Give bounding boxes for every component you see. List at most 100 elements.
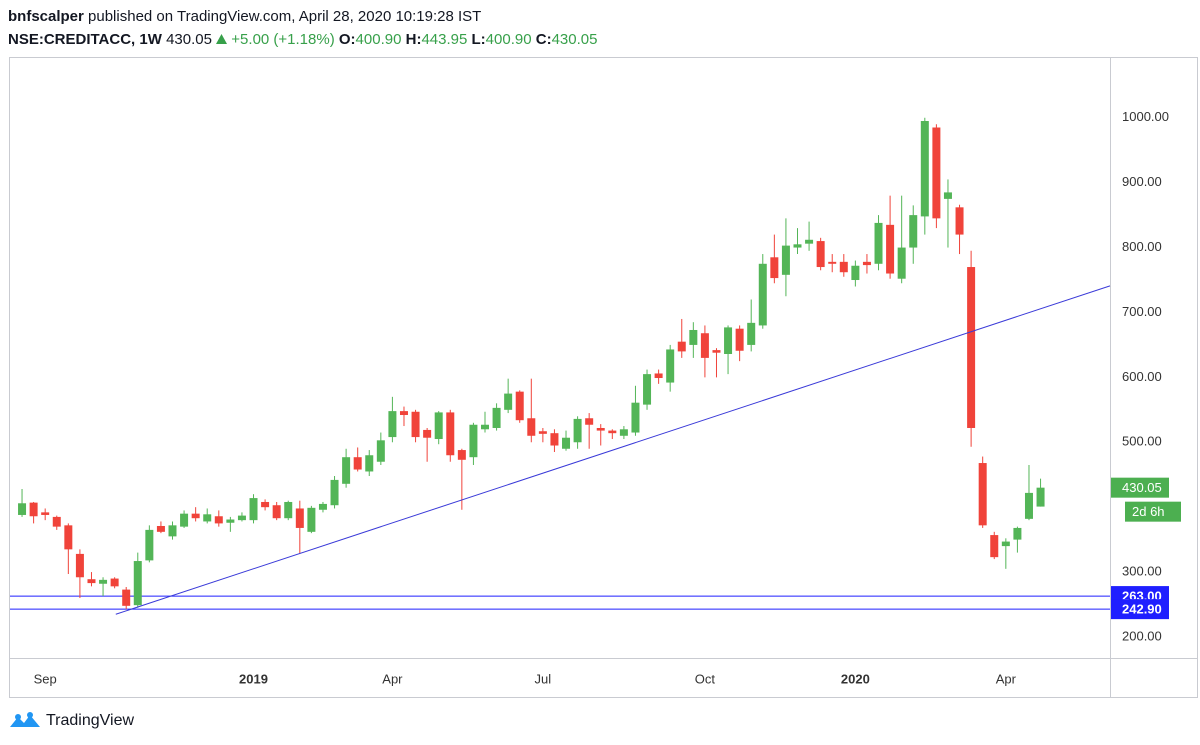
candle-body (41, 512, 50, 515)
candle-body (724, 327, 733, 355)
ohlc-value: 400.90 (355, 31, 402, 48)
candle-body (1036, 487, 1045, 507)
x-tick-label: Apr (996, 671, 1017, 686)
y-tick-label: 700.00 (1122, 304, 1162, 319)
candle-body (538, 431, 547, 434)
candle-body (897, 247, 906, 279)
candle-body (700, 333, 709, 358)
countdown-label: 2d 6h (1132, 504, 1165, 519)
candle-body (99, 579, 108, 584)
candle-body (828, 261, 837, 264)
x-tick-label: Apr (382, 671, 403, 686)
ohlc-value: 443.95 (421, 31, 468, 48)
candle-body (1001, 541, 1010, 547)
ohlc-key: L: (471, 31, 486, 48)
last-price: 430.05 (166, 31, 212, 48)
candle-body (909, 215, 918, 248)
candle-body (249, 498, 258, 521)
candle-body (295, 508, 304, 528)
candle-body (318, 503, 327, 510)
candle-body (29, 502, 38, 517)
price-badge (1111, 477, 1169, 498)
price-badge (1111, 599, 1169, 620)
header: bnfscalper published on TradingView.com,… (8, 5, 597, 51)
y-tick-label: 600.00 (1122, 369, 1162, 384)
candle-body (365, 455, 374, 472)
candle-body (619, 429, 628, 436)
candle-body (677, 341, 686, 352)
candle-body (214, 516, 223, 524)
candle-body (284, 501, 293, 519)
candle-body (64, 525, 73, 550)
candle-body (261, 501, 270, 508)
candle-body (110, 578, 119, 587)
candle-body (839, 261, 848, 273)
candle-body (87, 579, 96, 584)
ohlc-key: O: (338, 31, 356, 48)
logo (10, 712, 40, 727)
candle-body (446, 412, 455, 456)
ohlc-key: C: (535, 31, 552, 48)
candle-body (52, 516, 61, 527)
candle-body (689, 329, 698, 345)
candle-body (573, 418, 582, 443)
candle-body (862, 261, 871, 266)
candle-body (376, 440, 385, 462)
candle-body (75, 553, 84, 578)
candle-body (1024, 492, 1033, 519)
candle-body (816, 241, 825, 268)
header-line-1: bnfscalper published on TradingView.com,… (8, 5, 597, 28)
chart: 200.00 300.00 500.00 600.00 700.00 800.00 900.… (9, 57, 1198, 698)
change: +5.00 (+1.18%) (231, 31, 335, 48)
candle-body (712, 350, 721, 353)
candle-body (122, 589, 131, 606)
candle-body (805, 239, 814, 244)
candle-body (399, 411, 408, 416)
symbol: NSE:CREDITACC, 1W (8, 31, 162, 48)
ohlc-value: 400.90 (485, 31, 532, 48)
candle-body (272, 505, 281, 519)
candle-body (180, 513, 189, 527)
chart-frame (9, 57, 1198, 698)
candle-body (886, 224, 895, 274)
candle-body (596, 427, 605, 431)
candle-body (145, 529, 154, 561)
candle-body (388, 411, 397, 438)
countdown-badge (1125, 501, 1181, 522)
x-tick-label: Jul (535, 671, 552, 686)
brand: TradingView (46, 712, 135, 729)
candle-body (967, 267, 976, 428)
y-tick-label: 800.00 (1122, 239, 1162, 254)
candle-body (330, 479, 339, 506)
candle-body (608, 430, 617, 434)
x-tick-label: 2019 (239, 671, 268, 686)
candle-body (550, 433, 559, 446)
candle-body (168, 525, 177, 537)
candle-body (423, 429, 432, 438)
trend-line (115, 285, 1111, 615)
candle-body (411, 411, 420, 438)
up-arrow (216, 34, 228, 44)
footer: TradingView (8, 708, 134, 734)
candle-body (990, 535, 999, 558)
ohlc-key: H: (405, 31, 422, 48)
candle-body (156, 525, 165, 532)
candle-body (203, 514, 212, 522)
price-badge-label: 242.90 (1122, 602, 1162, 617)
candle-body (481, 424, 489, 430)
candle-body (585, 418, 594, 425)
y-tick-label: 900.00 (1122, 174, 1162, 189)
header-line-2: NSE:CREDITACC, 1W 430.05 +5.00 (+1.18%) … (8, 28, 597, 51)
x-tick-label: Sep (34, 671, 57, 686)
candle-body (666, 349, 675, 383)
candle-body (793, 244, 802, 248)
candle-body (353, 457, 362, 470)
candle-body (434, 412, 443, 440)
y-tick-label: 1000.00 (1122, 109, 1169, 124)
candle-body (133, 561, 142, 606)
y-tick-label: 500.00 (1122, 434, 1162, 449)
candle-body (1013, 527, 1022, 540)
candle-body (874, 222, 883, 264)
candle-body (920, 121, 929, 217)
candle-body (504, 393, 513, 410)
